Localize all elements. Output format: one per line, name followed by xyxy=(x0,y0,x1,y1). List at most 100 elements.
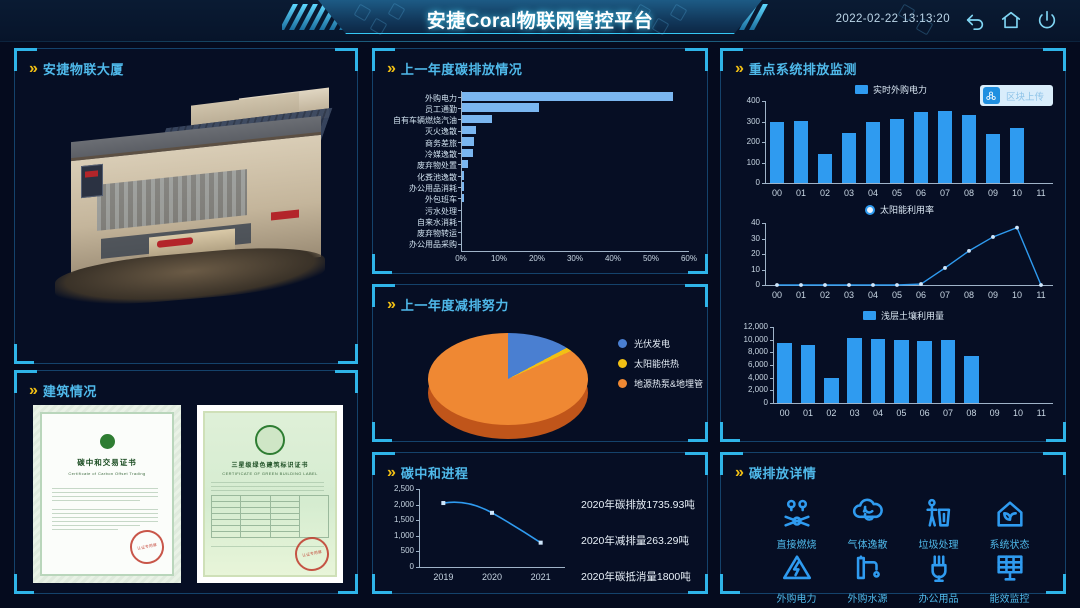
legend-color-swatch xyxy=(855,85,868,94)
y-tick xyxy=(416,520,419,522)
bar xyxy=(937,110,953,183)
office-supplies-icon xyxy=(930,555,947,583)
category-label: 外包班车 xyxy=(425,195,457,205)
legend-label: 地源热泵&地埋管 xyxy=(634,379,704,389)
emission-detail-item-能效监控[interactable]: 能效监控 xyxy=(974,551,1045,605)
x-tick-label: 06 xyxy=(919,408,930,418)
y-tick xyxy=(770,365,773,366)
category-label: 商务差旅 xyxy=(425,138,457,148)
emission-detail-item-气体逸散[interactable]: 气体逸散 xyxy=(832,497,903,551)
y-axis xyxy=(765,223,766,285)
panel-building-title: » 安捷物联大厦 xyxy=(29,59,124,77)
emission-detail-label: 直接燃烧 xyxy=(776,540,817,551)
pie-legend: 光伏发电 太阳能供热 地源热泵&地埋管 xyxy=(618,337,703,397)
panel-certificates-title: » 建筑情况 xyxy=(29,381,97,399)
system-status-icon xyxy=(996,501,1023,527)
certificate-seal: 认证专用章 xyxy=(126,526,168,568)
y-tick-label: 0 xyxy=(409,562,414,571)
certificate-green-building[interactable]: 三星级绿色建筑标识证书 CERTIFICATE OF GREEN BUILDIN… xyxy=(197,405,343,583)
direct-combustion-icon xyxy=(783,499,810,527)
emission-detail-item-外购水源[interactable]: 外购水源 xyxy=(832,551,903,605)
bar xyxy=(462,92,674,101)
emission-detail-item-外购电力[interactable]: 外购电力 xyxy=(761,551,832,605)
y-axis xyxy=(765,101,766,183)
y-tick xyxy=(416,489,419,490)
power-icon[interactable] xyxy=(1036,9,1060,33)
x-tick-label: 00 xyxy=(771,188,782,198)
category-label: 外购电力 xyxy=(425,93,457,103)
x-axis xyxy=(461,251,689,253)
y-tick xyxy=(458,153,461,155)
chart-soil-usage-bar: 浅层土壤利用量 0 2,000 4,000 6,000 8,000 10,000 12,000… xyxy=(721,307,1067,433)
blockchain-upload-button[interactable]: 区块上传 xyxy=(979,85,1053,106)
x-tick-label: 01 xyxy=(795,290,806,300)
y-tick xyxy=(762,121,765,123)
x-tick-label: 03 xyxy=(843,188,854,198)
y-tick xyxy=(762,183,765,184)
x-tick-label: 10 xyxy=(1012,408,1023,418)
x-tick-label: 10 xyxy=(1011,290,1022,300)
y-tick-label: 300 xyxy=(746,116,760,126)
y-tick-label: 0 xyxy=(755,178,760,187)
bar xyxy=(462,103,539,112)
legend-color-dot xyxy=(618,359,627,368)
bar xyxy=(462,125,476,135)
y-axis xyxy=(419,489,420,567)
bar xyxy=(793,120,809,183)
bar xyxy=(889,119,905,183)
certificate-seal: 认证专用章 xyxy=(291,533,333,575)
chart-legend: 浅层土壤利用量 xyxy=(863,309,944,322)
waste-disposal-icon xyxy=(925,498,950,527)
emission-detail-item-垃圾处理[interactable]: 垃圾处理 xyxy=(903,497,974,551)
bar xyxy=(462,182,464,191)
y-tick xyxy=(770,352,773,354)
y-tick-label: 10,000 xyxy=(743,334,768,344)
emission-detail-label: 气体逸散 xyxy=(847,540,888,551)
emission-detail-item-直接燃烧[interactable]: 直接燃烧 xyxy=(761,497,832,551)
emission-detail-item-办公用品[interactable]: 办公用品 xyxy=(903,551,974,605)
line-series xyxy=(775,225,1043,287)
y-tick-label: 200 xyxy=(746,137,760,146)
panel-carbon-neutral: » 碳中和进程 0 500 1,000 1,500 2,000 2,500 2019 2020… xyxy=(372,452,708,594)
x-tick-label: 03 xyxy=(849,408,860,418)
y-tick xyxy=(762,223,765,224)
chevron-icon: » xyxy=(29,381,38,399)
pie-legend-item: 光伏发电 xyxy=(618,337,703,350)
x-axis xyxy=(765,285,1053,286)
y-tick-label: 2,000 xyxy=(747,385,768,395)
x-tick-label: 11 xyxy=(1036,408,1046,418)
category-label: 冷媒逸散 xyxy=(425,150,457,159)
panel-emission-title: » 上一年度碳排放情况 xyxy=(387,59,523,77)
x-tick-label: 40% xyxy=(604,254,621,264)
y-tick xyxy=(458,209,461,211)
chevron-icon: » xyxy=(735,463,744,481)
panel-system-monitor-title: » 重点系统排放监测 xyxy=(735,59,857,77)
chevron-icon: » xyxy=(29,59,38,77)
y-tick xyxy=(458,119,461,121)
y-tick xyxy=(416,535,419,537)
certificate-carbon-offset[interactable]: 碳中和交易证书 Certificate of Carbon Offset Tra… xyxy=(33,405,181,583)
category-label: 污水处理 xyxy=(425,206,457,216)
carbon-note: 2020年碳抵消量1800吨 xyxy=(581,571,691,583)
emission-detail-label: 垃圾处理 xyxy=(918,540,959,551)
bar xyxy=(824,378,839,403)
gas-escape-icon xyxy=(852,498,883,521)
bar xyxy=(462,137,475,146)
y-tick xyxy=(762,254,765,255)
bar xyxy=(913,111,929,183)
carbon-note: 2020年减排量263.29吨 xyxy=(581,535,689,547)
chevron-icon: » xyxy=(387,463,396,481)
y-tick xyxy=(770,339,773,341)
chart-legend: 太阳能利用率 xyxy=(865,203,934,216)
home-icon[interactable] xyxy=(1000,9,1024,33)
y-tick xyxy=(770,390,773,392)
bar xyxy=(940,340,956,403)
bar xyxy=(865,122,881,183)
y-tick xyxy=(770,403,773,404)
x-tick-label: 50% xyxy=(642,254,659,264)
energy-monitor-icon xyxy=(996,555,1023,581)
back-arrow-icon[interactable] xyxy=(964,9,988,33)
emission-detail-item-系统状态[interactable]: 系统状态 xyxy=(974,497,1045,551)
y-tick xyxy=(458,130,461,132)
